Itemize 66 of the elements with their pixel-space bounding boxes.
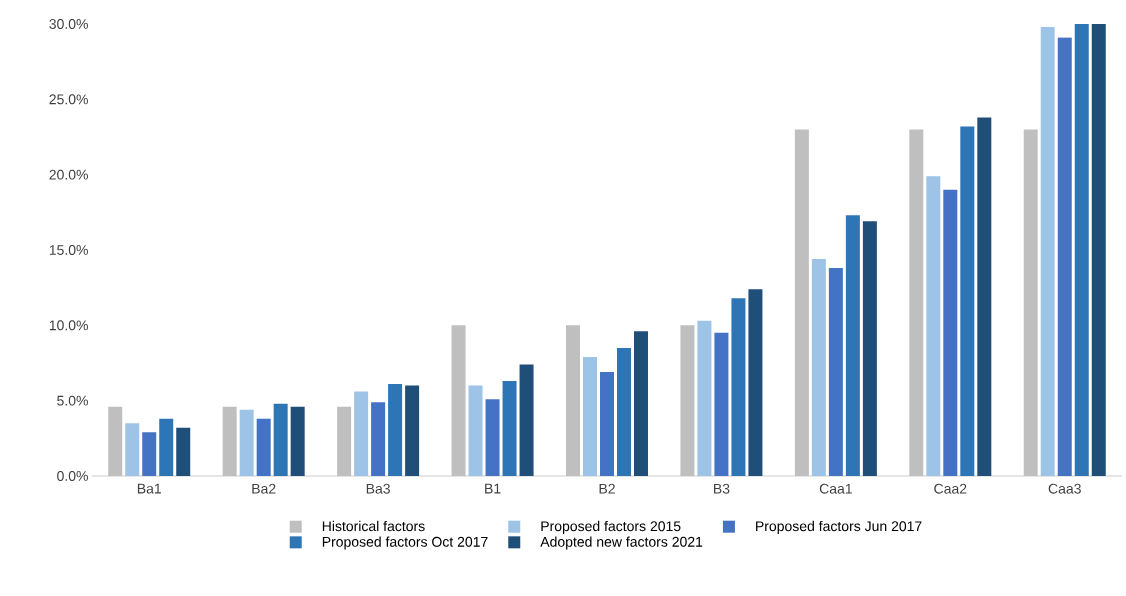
x-tick-label: B1 [485,483,501,494]
bar [599,372,614,476]
bar [582,356,597,476]
bar [960,126,975,476]
bar [1074,24,1089,476]
bar [388,384,403,476]
bar [731,298,746,476]
bar [176,427,191,476]
bar [748,289,763,476]
bar [794,129,809,476]
bar [811,259,826,476]
bar [714,332,729,476]
bar [125,423,140,476]
x-tick-label: Caa2 [934,483,967,494]
bar [142,432,157,476]
bar [565,325,580,476]
x-tick-label: Ba1 [137,483,161,494]
y-tick-label: 20.0% [49,169,88,180]
bar [239,409,254,476]
legend-label: Historical factors [322,520,425,532]
legend-label: Proposed factors Oct 2017 [322,536,488,550]
bar [616,347,631,476]
y-tick-label: 30.0% [49,19,88,29]
x-tick-label: B3 [714,483,730,494]
legend-label: Proposed factors Jun 2017 [756,520,922,534]
y-tick-label: 25.0% [49,94,88,105]
x-tick-label: Caa1 [819,483,852,494]
bar [828,268,843,476]
bar [926,176,941,476]
bar [633,331,648,476]
bar [405,385,420,476]
y-tick-label: 0.0% [57,471,88,481]
bar [943,189,958,476]
bar [468,385,483,476]
bar [680,325,695,476]
bar [256,418,271,476]
bar [519,364,534,476]
bar [845,215,860,476]
bar [337,406,352,476]
bar [977,117,992,476]
bar [697,320,712,476]
bar [909,129,924,476]
bar [1057,37,1072,476]
legend-label: Adopted new factors 2021 [540,536,703,550]
x-tick-label: B2 [599,483,615,494]
bar [354,391,369,476]
bar [862,221,877,476]
bar [273,403,288,476]
x-tick-label: Ba3 [366,483,390,494]
bar [451,325,466,476]
y-tick-label: 5.0% [57,395,88,406]
bar [290,406,305,476]
bar [485,399,500,476]
bar [371,402,386,476]
bar [502,381,517,476]
y-tick-label: 10.0% [49,320,88,331]
legend-label: Proposed factors 2015 [541,520,681,534]
y-tick-label: 15.0% [49,245,88,255]
x-tick-label: Ba2 [252,483,276,494]
bar [222,406,237,476]
bar [159,418,174,476]
bar [1040,27,1055,476]
x-tick-label: Caa3 [1048,483,1081,494]
bar [108,406,123,476]
bar [1091,24,1106,476]
bar [1023,129,1038,476]
